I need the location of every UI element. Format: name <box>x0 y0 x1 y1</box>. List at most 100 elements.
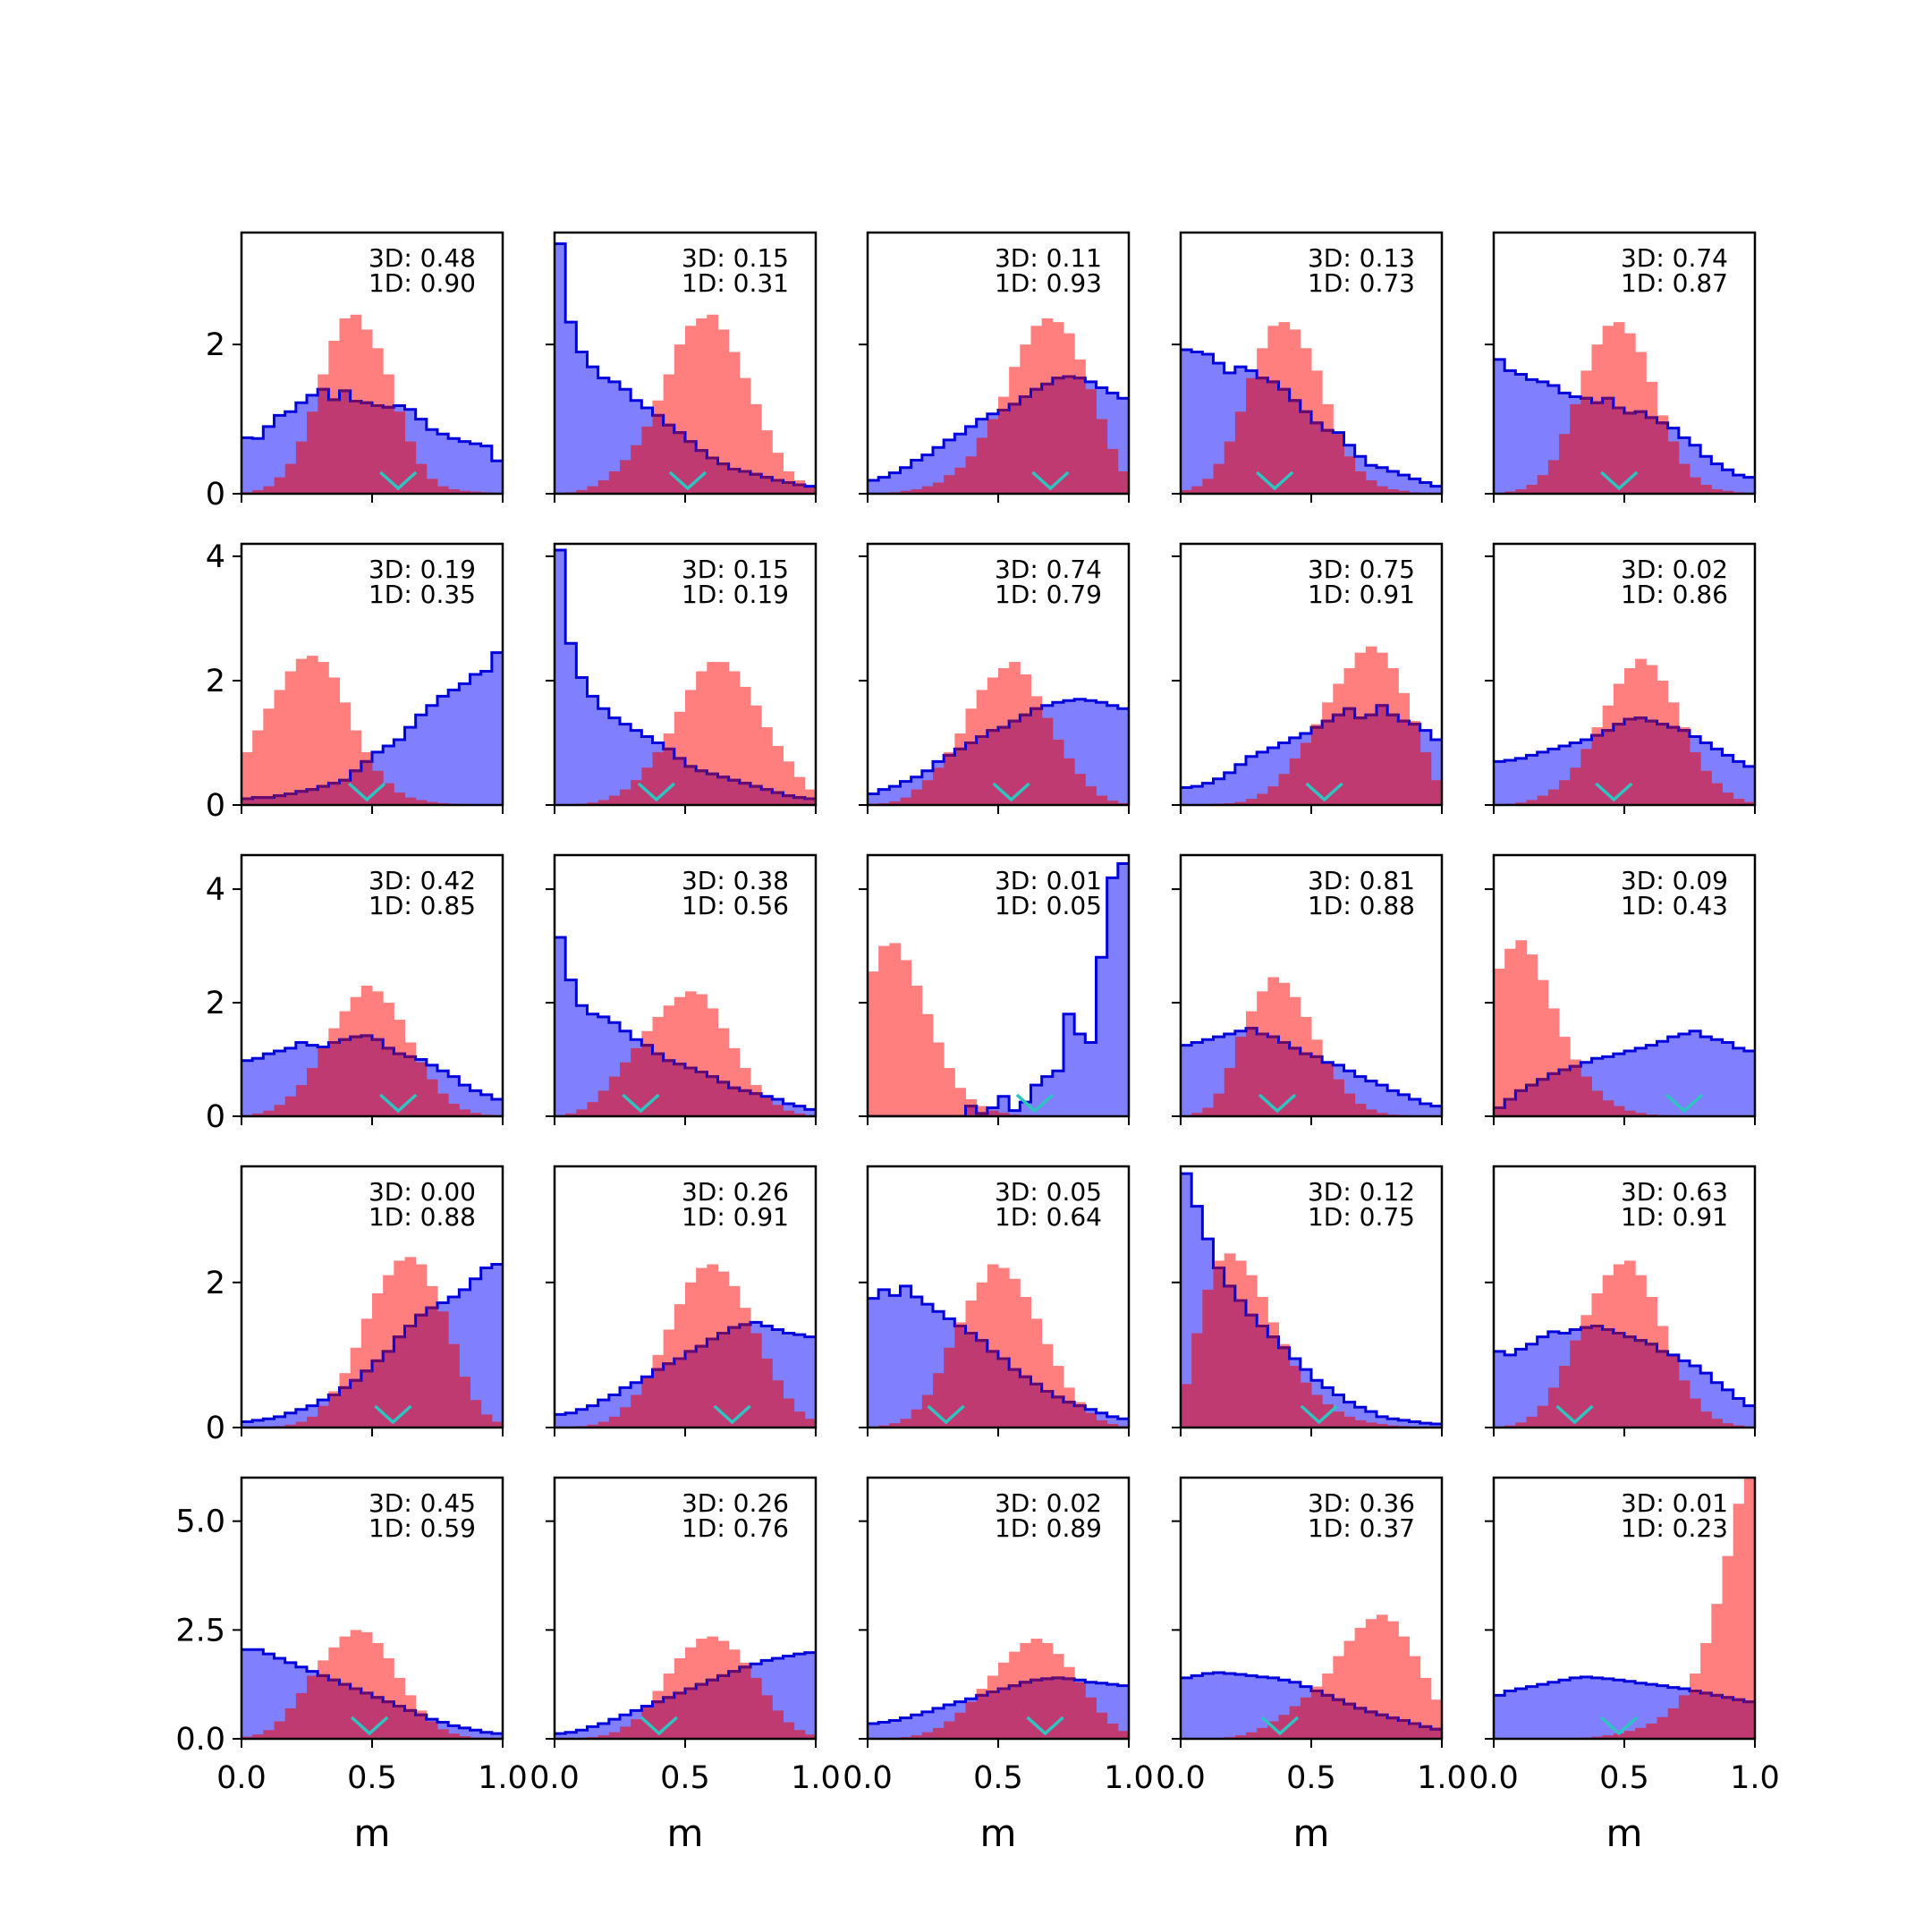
red-bar <box>750 1085 762 1094</box>
overlap-bar <box>772 1710 784 1739</box>
overlap-bar <box>783 795 795 805</box>
overlap-bar <box>1624 1731 1636 1739</box>
blue-bar <box>587 1405 599 1428</box>
overlap-bar <box>448 1104 460 1116</box>
overlap-bar <box>1074 1682 1086 1739</box>
x-tick-label: 0.0 <box>530 1760 580 1796</box>
blue-bar <box>1537 1336 1549 1428</box>
overlap-bar <box>1591 1090 1604 1116</box>
overlap-bar <box>1030 1384 1043 1428</box>
overlap-bar <box>728 469 741 494</box>
red-bar <box>1289 996 1301 1048</box>
overlap-bar <box>1602 1735 1614 1739</box>
overlap-bar <box>1009 721 1021 805</box>
blue-bar <box>1117 398 1129 494</box>
overlap-bar <box>1602 1100 1614 1116</box>
blue-bar <box>491 652 503 805</box>
overlap-step-line <box>1311 704 1420 729</box>
score-3d-label: 3D: 0.63 <box>1621 1177 1728 1207</box>
blue-bar <box>1515 758 1527 805</box>
overlap-bar <box>1515 488 1527 494</box>
overlap-step-line <box>1246 1027 1323 1058</box>
blue-bar <box>1602 1678 1614 1739</box>
overlap-bar <box>252 1113 264 1116</box>
score-1d-label: 1D: 0.43 <box>1621 891 1728 920</box>
overlap-bar <box>921 780 934 805</box>
red-bar <box>1278 982 1291 1043</box>
overlap-bar <box>1635 1727 1647 1739</box>
overlap-bar <box>1202 479 1214 494</box>
overlap-bar <box>284 1096 297 1116</box>
overlap-bar <box>1333 1079 1344 1116</box>
blue-bar <box>1722 1042 1734 1116</box>
overlap-bar <box>685 1068 697 1116</box>
red-bar <box>1234 1260 1247 1301</box>
overlap-bar <box>1300 742 1312 805</box>
overlap-bar <box>1213 463 1225 494</box>
blue-bar <box>1191 352 1203 494</box>
red-bar <box>339 318 352 391</box>
blue-bar <box>1117 708 1129 805</box>
overlap-bar <box>707 457 718 494</box>
overlap-bar <box>383 1351 394 1428</box>
overlap-bar <box>685 1351 697 1428</box>
red-bar <box>739 1308 751 1325</box>
overlap-bar <box>911 488 923 494</box>
red-bar <box>1030 1318 1043 1385</box>
blue-bar <box>878 789 890 805</box>
overlap-bar <box>1343 456 1356 494</box>
red-bar <box>761 430 773 478</box>
overlap-bar <box>1311 727 1323 805</box>
score-3d-label: 3D: 0.26 <box>682 1177 789 1207</box>
overlap-step-line <box>944 707 1042 757</box>
overlap-bar <box>1733 799 1745 805</box>
overlap-bar <box>1278 1042 1291 1116</box>
plot-area <box>1181 1172 1442 1428</box>
score-1d-label: 1D: 0.91 <box>682 1202 789 1232</box>
overlap-bar <box>933 482 945 494</box>
overlap-bar <box>1020 1682 1031 1739</box>
red-bar <box>965 1098 978 1106</box>
red-bar <box>1365 646 1377 716</box>
x-tick-label: 1.0 <box>791 1760 841 1796</box>
plot-area <box>868 1639 1129 1739</box>
blue-bar <box>263 1419 275 1428</box>
overlap-bar <box>1030 708 1043 805</box>
overlap-step-line <box>318 387 394 409</box>
score-1d-label: 1D: 0.79 <box>995 580 1102 609</box>
overlap-bar <box>1333 434 1344 494</box>
overlap-bar <box>1690 477 1701 494</box>
overlap-bar <box>1430 780 1442 805</box>
overlap-bar <box>1289 1706 1301 1739</box>
overlap-bar <box>437 486 449 494</box>
overlap-bar <box>597 1090 610 1116</box>
score-1d-label: 1D: 0.05 <box>995 891 1102 920</box>
overlap-bar <box>1191 1113 1203 1116</box>
overlap-bar <box>576 1109 588 1116</box>
blue-bar <box>889 472 901 494</box>
score-3d-label: 3D: 0.19 <box>369 555 476 584</box>
overlap-bar <box>328 1394 340 1428</box>
red-bar <box>1570 1059 1581 1067</box>
blue-bar <box>1398 1419 1410 1428</box>
score-1d-label: 1D: 0.91 <box>1308 580 1415 609</box>
x-tick-label: 0.5 <box>660 1760 710 1796</box>
overlap-bar <box>793 797 806 805</box>
red-bar <box>652 400 665 416</box>
overlap-bar <box>1646 1723 1657 1739</box>
overlap-bar <box>1570 1066 1581 1116</box>
red-bar <box>415 1710 428 1716</box>
red-bar <box>1657 680 1669 724</box>
overlap-bar <box>1657 1716 1669 1739</box>
overlap-bar <box>576 489 588 494</box>
overlap-bar <box>1430 1729 1442 1739</box>
overlap-bar <box>1278 774 1291 805</box>
overlap-bar <box>480 1414 493 1428</box>
overlap-bar <box>1537 475 1549 494</box>
blue-bar <box>1409 1098 1421 1116</box>
overlap-bar <box>1289 758 1301 805</box>
overlap-bar <box>944 755 955 805</box>
